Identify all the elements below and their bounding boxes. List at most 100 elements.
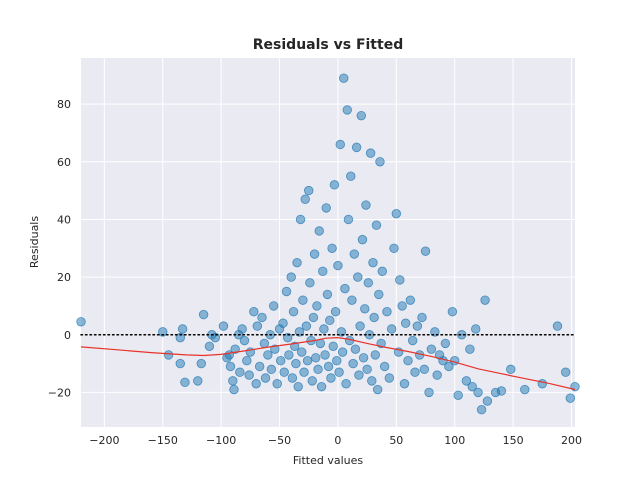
scatter-point (193, 376, 203, 386)
scatter-point (322, 289, 333, 300)
y-tick-label: 0 (64, 329, 71, 342)
scatter-point (386, 324, 397, 334)
scatter-point (426, 344, 437, 354)
scatter-point (239, 335, 250, 346)
scatter-point (307, 376, 317, 386)
scatter-point (320, 350, 330, 360)
x-tick-labels: −200 −150 −100 −50 0 50 100 150 200 (89, 434, 582, 447)
scatter-point (395, 275, 405, 285)
scatter-point (482, 396, 493, 406)
scatter-point (318, 266, 328, 277)
scatter-point (329, 180, 340, 190)
scatter-point (537, 379, 548, 389)
scatter-point (304, 185, 314, 196)
scatter-point (369, 312, 379, 323)
scatter-point (403, 355, 413, 366)
scatter-point (397, 301, 407, 311)
scatter-point (278, 318, 288, 328)
scatter-point (316, 381, 327, 392)
scatter-point (471, 324, 481, 334)
scatter-point (302, 355, 313, 366)
scatter-point (391, 208, 402, 219)
scatter-point (457, 330, 467, 340)
scatter-point (432, 370, 442, 380)
scatter-point (175, 358, 185, 369)
y-tick-label: 60 (57, 156, 71, 169)
scatter-point (180, 377, 190, 388)
scatter-point (301, 321, 312, 331)
scatter-point (356, 110, 366, 121)
scatter-point (309, 249, 320, 259)
scatter-point (198, 309, 209, 320)
scatter-point (276, 355, 286, 366)
scatter-point (399, 379, 410, 389)
scatter-point (363, 278, 373, 288)
scatter-point (163, 350, 174, 360)
x-tick-label: 100 (444, 434, 465, 447)
scatter-point (405, 295, 416, 305)
scatter-point (365, 148, 376, 158)
scatter-point (177, 324, 188, 334)
scatter-point (257, 312, 267, 323)
chart-title: Residuals vs Fitted (253, 37, 403, 53)
scatter-point (350, 344, 361, 354)
scatter-point (334, 367, 344, 377)
y-tick-label: 20 (57, 271, 71, 284)
scatter-point (476, 405, 487, 415)
scatter-point (158, 327, 168, 337)
scatter-point (384, 373, 395, 383)
scatter-point (251, 379, 261, 389)
scatter-point (453, 390, 463, 400)
scatter-point (295, 214, 306, 225)
x-tick-label: −200 (89, 434, 119, 447)
scatter-point (229, 384, 239, 395)
scatter-point (284, 350, 294, 360)
scatter-point (333, 260, 343, 271)
scatter-point (308, 312, 319, 323)
scatter-point (341, 379, 351, 389)
scatter-point (300, 194, 310, 204)
x-axis-label: Fitted values (293, 454, 364, 467)
scatter-point (351, 142, 362, 153)
scatter-point (235, 367, 245, 377)
scatter-point (283, 332, 293, 343)
x-tick-label: −100 (206, 434, 236, 447)
scatter-point (375, 157, 385, 167)
scatter-point (382, 306, 392, 317)
scatter-point (321, 203, 331, 213)
y-tick-labels: −20 0 20 40 60 80 (48, 98, 71, 399)
scatter-point (305, 278, 315, 288)
scatter-point (288, 306, 299, 317)
scatter-point (266, 364, 277, 375)
x-tick-label: −150 (148, 434, 178, 447)
x-tick-label: 0 (334, 434, 341, 447)
scatter-point (279, 367, 289, 377)
scatter-point (347, 295, 357, 305)
scatter-point (400, 318, 411, 328)
scatter-point (368, 257, 378, 268)
scatter-point (323, 361, 334, 372)
scatter-point (272, 379, 282, 389)
scatter-point (299, 367, 309, 377)
x-tick-label: −50 (268, 434, 291, 447)
smoother-line (80, 336, 576, 391)
scatter-point (377, 266, 388, 277)
scatter-point (291, 358, 301, 369)
scatter-point (372, 384, 383, 395)
scatter-point (362, 364, 372, 375)
scatter-point (287, 373, 298, 383)
scatter-point (326, 373, 336, 383)
scatter-point (420, 246, 431, 256)
scatter-point (204, 341, 215, 351)
scatter-point (379, 361, 390, 372)
scatter-point (417, 312, 427, 323)
scatter-point (370, 350, 380, 360)
scatter-point (361, 200, 371, 210)
scatter-point (298, 295, 308, 305)
y-tick-label: 40 (57, 213, 71, 226)
scatter-point (565, 393, 576, 403)
scatter-point (311, 353, 321, 363)
scatter-point (360, 304, 370, 314)
scatter-point (358, 353, 369, 363)
